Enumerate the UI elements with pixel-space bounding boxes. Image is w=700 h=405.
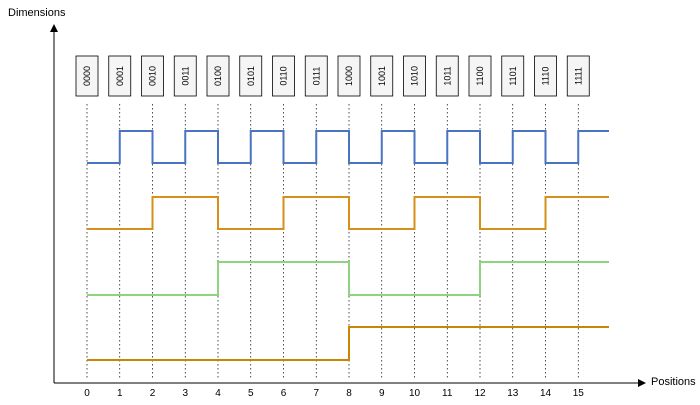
position-tick-label: 14 xyxy=(540,388,552,399)
code-box: 0001 xyxy=(108,55,132,97)
code-label: 0010 xyxy=(148,66,158,86)
position-tick-label: 3 xyxy=(182,388,188,399)
guide-lines xyxy=(86,104,579,378)
code-label: 1100 xyxy=(475,66,485,85)
code-label: 0101 xyxy=(246,66,256,86)
code-box: 1010 xyxy=(403,55,426,97)
code-box-frame xyxy=(403,55,426,97)
waveform-bit2 xyxy=(87,261,609,296)
code-label: 0111 xyxy=(311,67,321,86)
position-tick-label: 15 xyxy=(573,388,585,399)
code-box-frame xyxy=(435,55,459,97)
code-box-frame xyxy=(337,55,361,97)
code-box: 0100 xyxy=(206,55,230,97)
code-box: 0000 xyxy=(75,55,99,97)
code-box: 0011 xyxy=(173,55,197,97)
position-ticks: 0 1 2 3 4 5 6 7 8 9 10 11 12 13 14 15 xyxy=(84,388,584,399)
code-label: 0100 xyxy=(213,66,223,86)
code-box: 0101 xyxy=(239,55,263,97)
position-tick-label: 1 xyxy=(117,388,123,399)
waveform-bit1 xyxy=(87,196,609,230)
code-box: 0110 xyxy=(272,55,295,97)
code-box-frame xyxy=(370,55,394,97)
code-box-frame xyxy=(272,55,295,97)
code-box-frame xyxy=(141,55,164,97)
position-tick-label: 9 xyxy=(379,388,385,399)
code-box-frame xyxy=(501,55,525,97)
code-label: 0011 xyxy=(180,66,190,85)
position-tick-label: 7 xyxy=(313,388,319,399)
code-label: 0001 xyxy=(115,66,125,86)
waveforms xyxy=(87,130,609,361)
code-box-frame xyxy=(239,55,263,97)
code-box: 1101 xyxy=(501,55,525,97)
code-box: 0010 xyxy=(141,55,164,97)
code-label: 1110 xyxy=(541,67,551,86)
code-label: 0000 xyxy=(82,66,92,86)
code-label: 1101 xyxy=(508,66,518,85)
position-tick-label: 2 xyxy=(150,388,156,399)
code-label: 1111 xyxy=(573,67,583,85)
position-tick-label: 12 xyxy=(474,388,486,399)
position-tick-label: 5 xyxy=(248,388,254,399)
waveform-bit3 xyxy=(87,326,609,361)
code-label: 1011 xyxy=(442,66,452,85)
code-box: 1110 xyxy=(534,55,557,97)
code-label: 1010 xyxy=(410,66,420,86)
code-box-frame xyxy=(468,55,492,97)
position-tick-label: 10 xyxy=(409,388,421,399)
code-box-frame xyxy=(75,55,99,97)
code-box-frame xyxy=(173,55,197,97)
position-tick-label: 13 xyxy=(507,388,519,399)
x-axis-label: Positions xyxy=(651,376,696,388)
code-box: 1011 xyxy=(435,55,459,97)
code-label: 0110 xyxy=(279,66,289,85)
code-box: 1000 xyxy=(337,55,361,97)
position-tick-label: 4 xyxy=(215,388,221,399)
code-box-frame xyxy=(108,55,132,97)
position-tick-label: 8 xyxy=(346,388,352,399)
code-box-frame xyxy=(534,55,557,97)
code-box: 1001 xyxy=(370,55,394,97)
y-axis-label: Dimensions xyxy=(8,7,66,19)
position-tick-label: 0 xyxy=(84,388,90,399)
code-box: 1100 xyxy=(468,55,492,97)
code-box-frame xyxy=(206,55,230,97)
code-label: 1000 xyxy=(344,66,354,86)
code-box-frame xyxy=(566,55,590,97)
position-tick-label: 6 xyxy=(281,388,287,399)
position-tick-label: 11 xyxy=(442,388,453,399)
code-box-frame xyxy=(304,55,328,97)
code-box: 0111 xyxy=(304,55,328,97)
code-label: 1001 xyxy=(377,66,387,86)
code-boxes: 0000 0001 0010 0011 0100 0101 0110 0111 1000 1001… xyxy=(75,55,590,97)
waveform-bit0 xyxy=(87,130,609,164)
code-box: 1111 xyxy=(566,55,590,97)
